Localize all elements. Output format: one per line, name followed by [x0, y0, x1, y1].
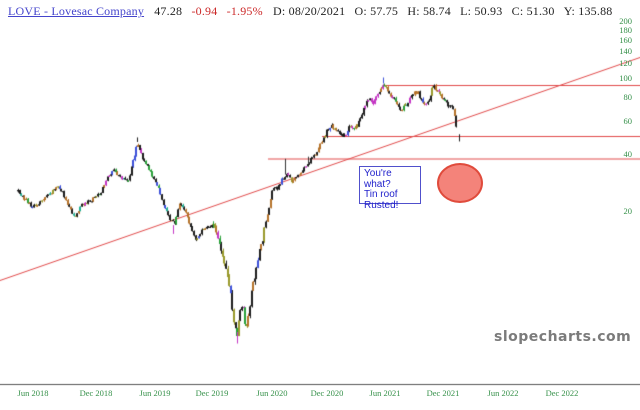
annotation-box[interactable]: You're what? Tin roof Rusted! [359, 166, 421, 210]
last-price: 47.28 [154, 4, 183, 18]
y-axis-label: 40 [623, 149, 633, 159]
crosshair-y-value: Y: 135.88 [563, 4, 613, 18]
price-change: -0.94 [191, 4, 218, 18]
y-axis-label: 200 [619, 16, 632, 27]
y-axis-label: 100 [619, 73, 632, 84]
x-axis-label: Dec 2020 [310, 388, 344, 398]
watermark: slopecharts.com [494, 329, 632, 345]
y-axis-label: 140 [619, 45, 632, 56]
quote-header: LOVE - Lovesac Company 47.28 -0.94 -1.95… [8, 4, 612, 19]
y-axis-label: 120 [619, 58, 632, 69]
x-axis-label: Jun 2020 [256, 388, 288, 398]
y-axis-label: 60 [623, 115, 633, 126]
session-low: L: 50.93 [460, 4, 503, 18]
y-axis-label: 80 [623, 91, 633, 102]
annotation-line-1: You're what? [364, 168, 392, 190]
x-axis-label: Dec 2018 [79, 388, 113, 398]
annotation-line-3: Rusted! [364, 199, 399, 211]
session-date: D: 08/20/2021 [273, 4, 346, 18]
y-axis-label: 160 [619, 34, 632, 45]
x-axis-label: Jun 2019 [139, 388, 171, 398]
x-axis-label: Jun 2021 [369, 388, 401, 398]
y-axis-label: 20 [623, 206, 633, 217]
session-high: H: 58.74 [407, 4, 451, 18]
x-axis-label: Jun 2022 [487, 388, 519, 398]
x-axis-label: Dec 2021 [426, 388, 460, 398]
session-open: O: 57.75 [354, 4, 399, 18]
x-axis-label: Dec 2022 [545, 388, 579, 398]
x-axis-label: Dec 2019 [195, 388, 229, 398]
y-axis-label: 180 [619, 24, 632, 35]
x-axis-label: Jun 2018 [17, 388, 49, 398]
annotation-line-2: Tin roof [364, 189, 398, 200]
ticker-link[interactable]: LOVE - Lovesac Company [8, 4, 145, 18]
session-close: C: 51.30 [511, 4, 555, 18]
price-change-pct: -1.95% [226, 4, 263, 18]
red-circle-annotation[interactable] [437, 163, 483, 203]
